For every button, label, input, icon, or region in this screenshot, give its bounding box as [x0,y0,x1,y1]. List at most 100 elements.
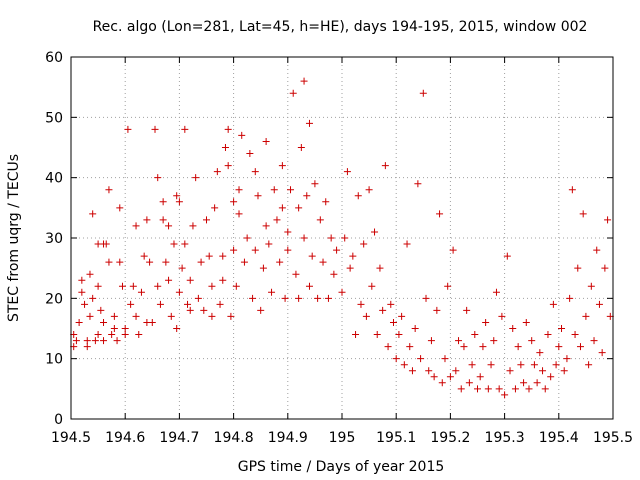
data-point [387,300,395,308]
x-tick-label: 194.7 [159,430,199,446]
data-point [376,264,384,272]
data-point [105,258,113,266]
data-point [75,318,83,326]
data-point [100,337,108,345]
data-point [230,198,238,206]
data-point [479,343,487,351]
data-point [482,318,490,326]
data-point [213,168,221,176]
data-point [389,318,397,326]
data-point [295,294,303,302]
data-point [585,361,593,369]
data-point [522,318,530,326]
data-point [322,198,330,206]
data-point [289,89,297,97]
data-point [175,288,183,296]
data-point [398,312,406,320]
x-tick-label: 195.3 [485,430,525,446]
data-point [276,258,284,266]
data-point [422,294,430,302]
data-point [156,300,164,308]
data-point [273,216,281,224]
data-point [270,186,278,194]
data-point [541,385,549,393]
data-point [338,288,346,296]
data-point [492,288,500,296]
data-point [433,306,441,314]
data-point [284,228,292,236]
data-point [330,270,338,278]
data-point [200,306,208,314]
data-point [211,204,219,212]
data-point [576,343,584,351]
data-point [379,306,387,314]
data-point [305,119,313,127]
data-point [121,331,129,339]
data-point [598,349,606,357]
plot-frame [70,56,614,420]
x-axis-ticks: 194.5 194.6 194.7 194.8 194.9 195 195.1 195.2 19… [51,57,633,446]
data-point [91,337,99,345]
data-point [219,252,227,260]
data-point [533,379,541,387]
data-point [514,343,522,351]
x-tick-label: 194.9 [268,430,308,446]
data-point [308,252,316,260]
data-point [333,246,341,254]
data-point [436,210,444,218]
data-point [406,343,414,351]
data-point [127,300,135,308]
data-point [121,325,129,332]
data-point [411,325,419,332]
data-point [555,343,563,351]
data-point [495,385,503,393]
data-point [181,240,189,248]
data-point [536,349,544,357]
data-point [254,192,262,200]
data-point [173,192,181,200]
data-point [83,337,91,345]
data-point [284,246,292,254]
data-point [72,337,80,345]
data-point [259,264,267,272]
data-point [595,300,603,308]
data-point [268,288,276,296]
data-point [135,331,143,339]
data-point [205,252,213,260]
data-points [70,77,614,399]
data-point [430,373,438,381]
data-point [414,180,422,188]
data-point [395,331,403,339]
y-axis-label: STEC from uqrg / TECUs [6,154,22,322]
data-point [219,276,227,284]
data-point [232,282,240,290]
data-point [227,312,235,320]
data-point [460,343,468,351]
data-point [468,361,476,369]
data-point [511,385,519,393]
data-point [300,234,308,242]
data-point [86,270,94,278]
y-axis-ticks: 0 10 20 30 40 50 60 [45,50,613,428]
data-point [427,337,435,345]
data-point [165,276,173,284]
data-point [224,162,232,170]
data-point [352,331,360,339]
data-point [604,216,612,224]
data-point [392,355,400,363]
x-tick-label: 195.2 [430,430,470,446]
data-point [110,325,118,332]
x-tick-label: 194.6 [105,430,145,446]
data-point [116,258,124,266]
data-point [357,300,365,308]
data-point [311,180,319,188]
data-point [194,294,202,302]
data-point [590,337,598,345]
data-point [238,131,246,139]
data-point [530,361,538,369]
data-point [381,162,389,170]
data-point [563,355,571,363]
data-point [354,192,362,200]
data-point [446,373,454,381]
data-point [303,192,311,200]
